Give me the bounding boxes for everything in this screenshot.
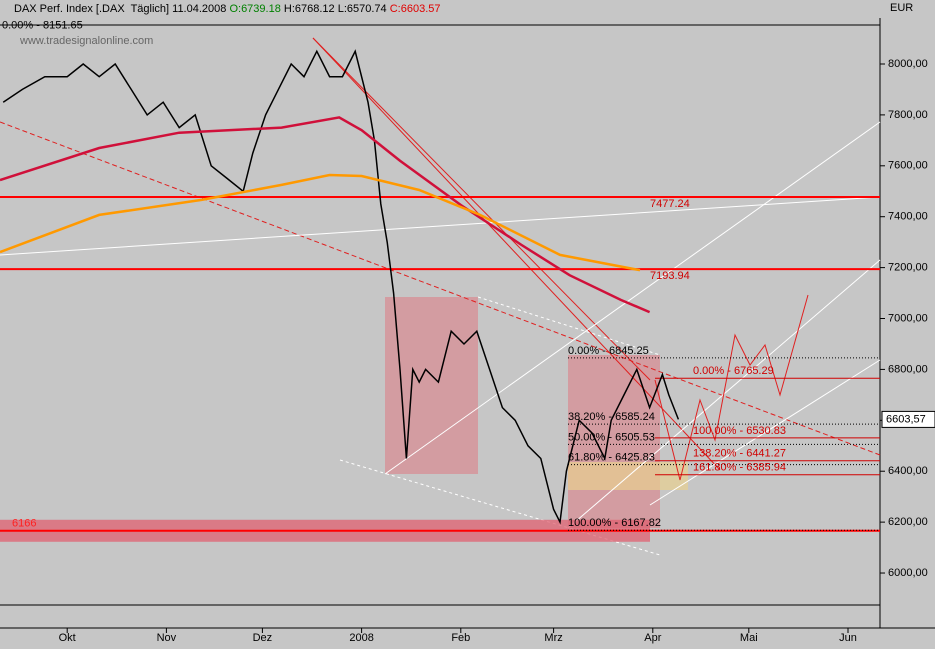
watermark: www.tradesignalonline.com	[19, 35, 153, 47]
data-layer: 6000,006200,006400,006600,006800,007000,…	[0, 19, 935, 644]
high-low: H:6768.12 L:6570.74	[283, 3, 387, 15]
fib-label: 0.00% - 6845.25	[568, 345, 649, 357]
price-tag	[881, 410, 935, 428]
fib-label: 100.00% - 6167.82	[568, 517, 661, 529]
x-tick-label: Apr	[644, 632, 661, 644]
x-tick-label: Mai	[740, 632, 758, 644]
y-tick-label: 7800,00	[888, 109, 928, 121]
close-price: C:6603.57	[389, 3, 441, 15]
trend-line	[312, 37, 651, 381]
fib-label: 50.00% - 6505.53	[568, 431, 655, 443]
price-line	[0, 116, 651, 314]
trend-line	[0, 196, 881, 256]
level-label: 0.00% - 8151.65	[2, 19, 83, 31]
y-tick-label: 6400,00	[888, 465, 928, 477]
resistance-label: 7193.94	[650, 270, 690, 282]
y-tick-label: 6200,00	[888, 516, 928, 528]
trend-line	[649, 359, 881, 506]
price-tag-label: 6603,57	[886, 413, 926, 425]
price-line	[2, 49, 680, 525]
x-tick-label: 2008	[349, 632, 373, 644]
x-tick-label: Okt	[59, 632, 76, 644]
y-tick-label: 7600,00	[888, 160, 928, 172]
open-price: O:6739.18	[229, 3, 281, 15]
y-tick-label: 7000,00	[888, 312, 928, 324]
trend-line	[384, 121, 881, 475]
x-tick-label: Jun	[839, 632, 857, 644]
x-tick-label: Mrz	[544, 632, 562, 644]
projection-label: 100.00% - 6530.83	[693, 425, 786, 437]
y-tick-label: 6000,00	[888, 567, 928, 579]
trend-line	[0, 121, 881, 456]
y-axis-unit: EUR	[890, 2, 913, 14]
price-line	[0, 173, 641, 272]
x-tick-label: Nov	[157, 632, 177, 644]
y-tick-label: 7200,00	[888, 262, 928, 274]
header: DAX Perf. Index [.DAX Täglich] 11.04.200…	[0, 0, 935, 18]
range-box	[385, 297, 478, 474]
support-label: 6166	[12, 518, 36, 530]
projection-label: 0.00% - 6765.29	[693, 365, 774, 377]
projection-label: 161.80% - 6385.94	[693, 462, 786, 474]
y-tick-label: 8000,00	[888, 58, 928, 70]
projection-label: 138.20% - 6441.27	[693, 448, 786, 460]
fib-label: 61.80% - 6425.83	[568, 452, 655, 464]
instrument: DAX Perf. Index [.DAX Täglich] 11.04.200…	[14, 3, 227, 15]
x-tick-label: Feb	[451, 632, 470, 644]
range-box	[568, 355, 660, 528]
fib-label: 38.20% - 6585.24	[568, 411, 655, 423]
y-tick-label: 7400,00	[888, 211, 928, 223]
y-tick-label: 6800,00	[888, 363, 928, 375]
x-tick-label: Dez	[253, 632, 273, 644]
resistance-label: 7477.24	[650, 198, 690, 210]
trend-line	[312, 37, 721, 471]
trend-line	[477, 296, 661, 356]
